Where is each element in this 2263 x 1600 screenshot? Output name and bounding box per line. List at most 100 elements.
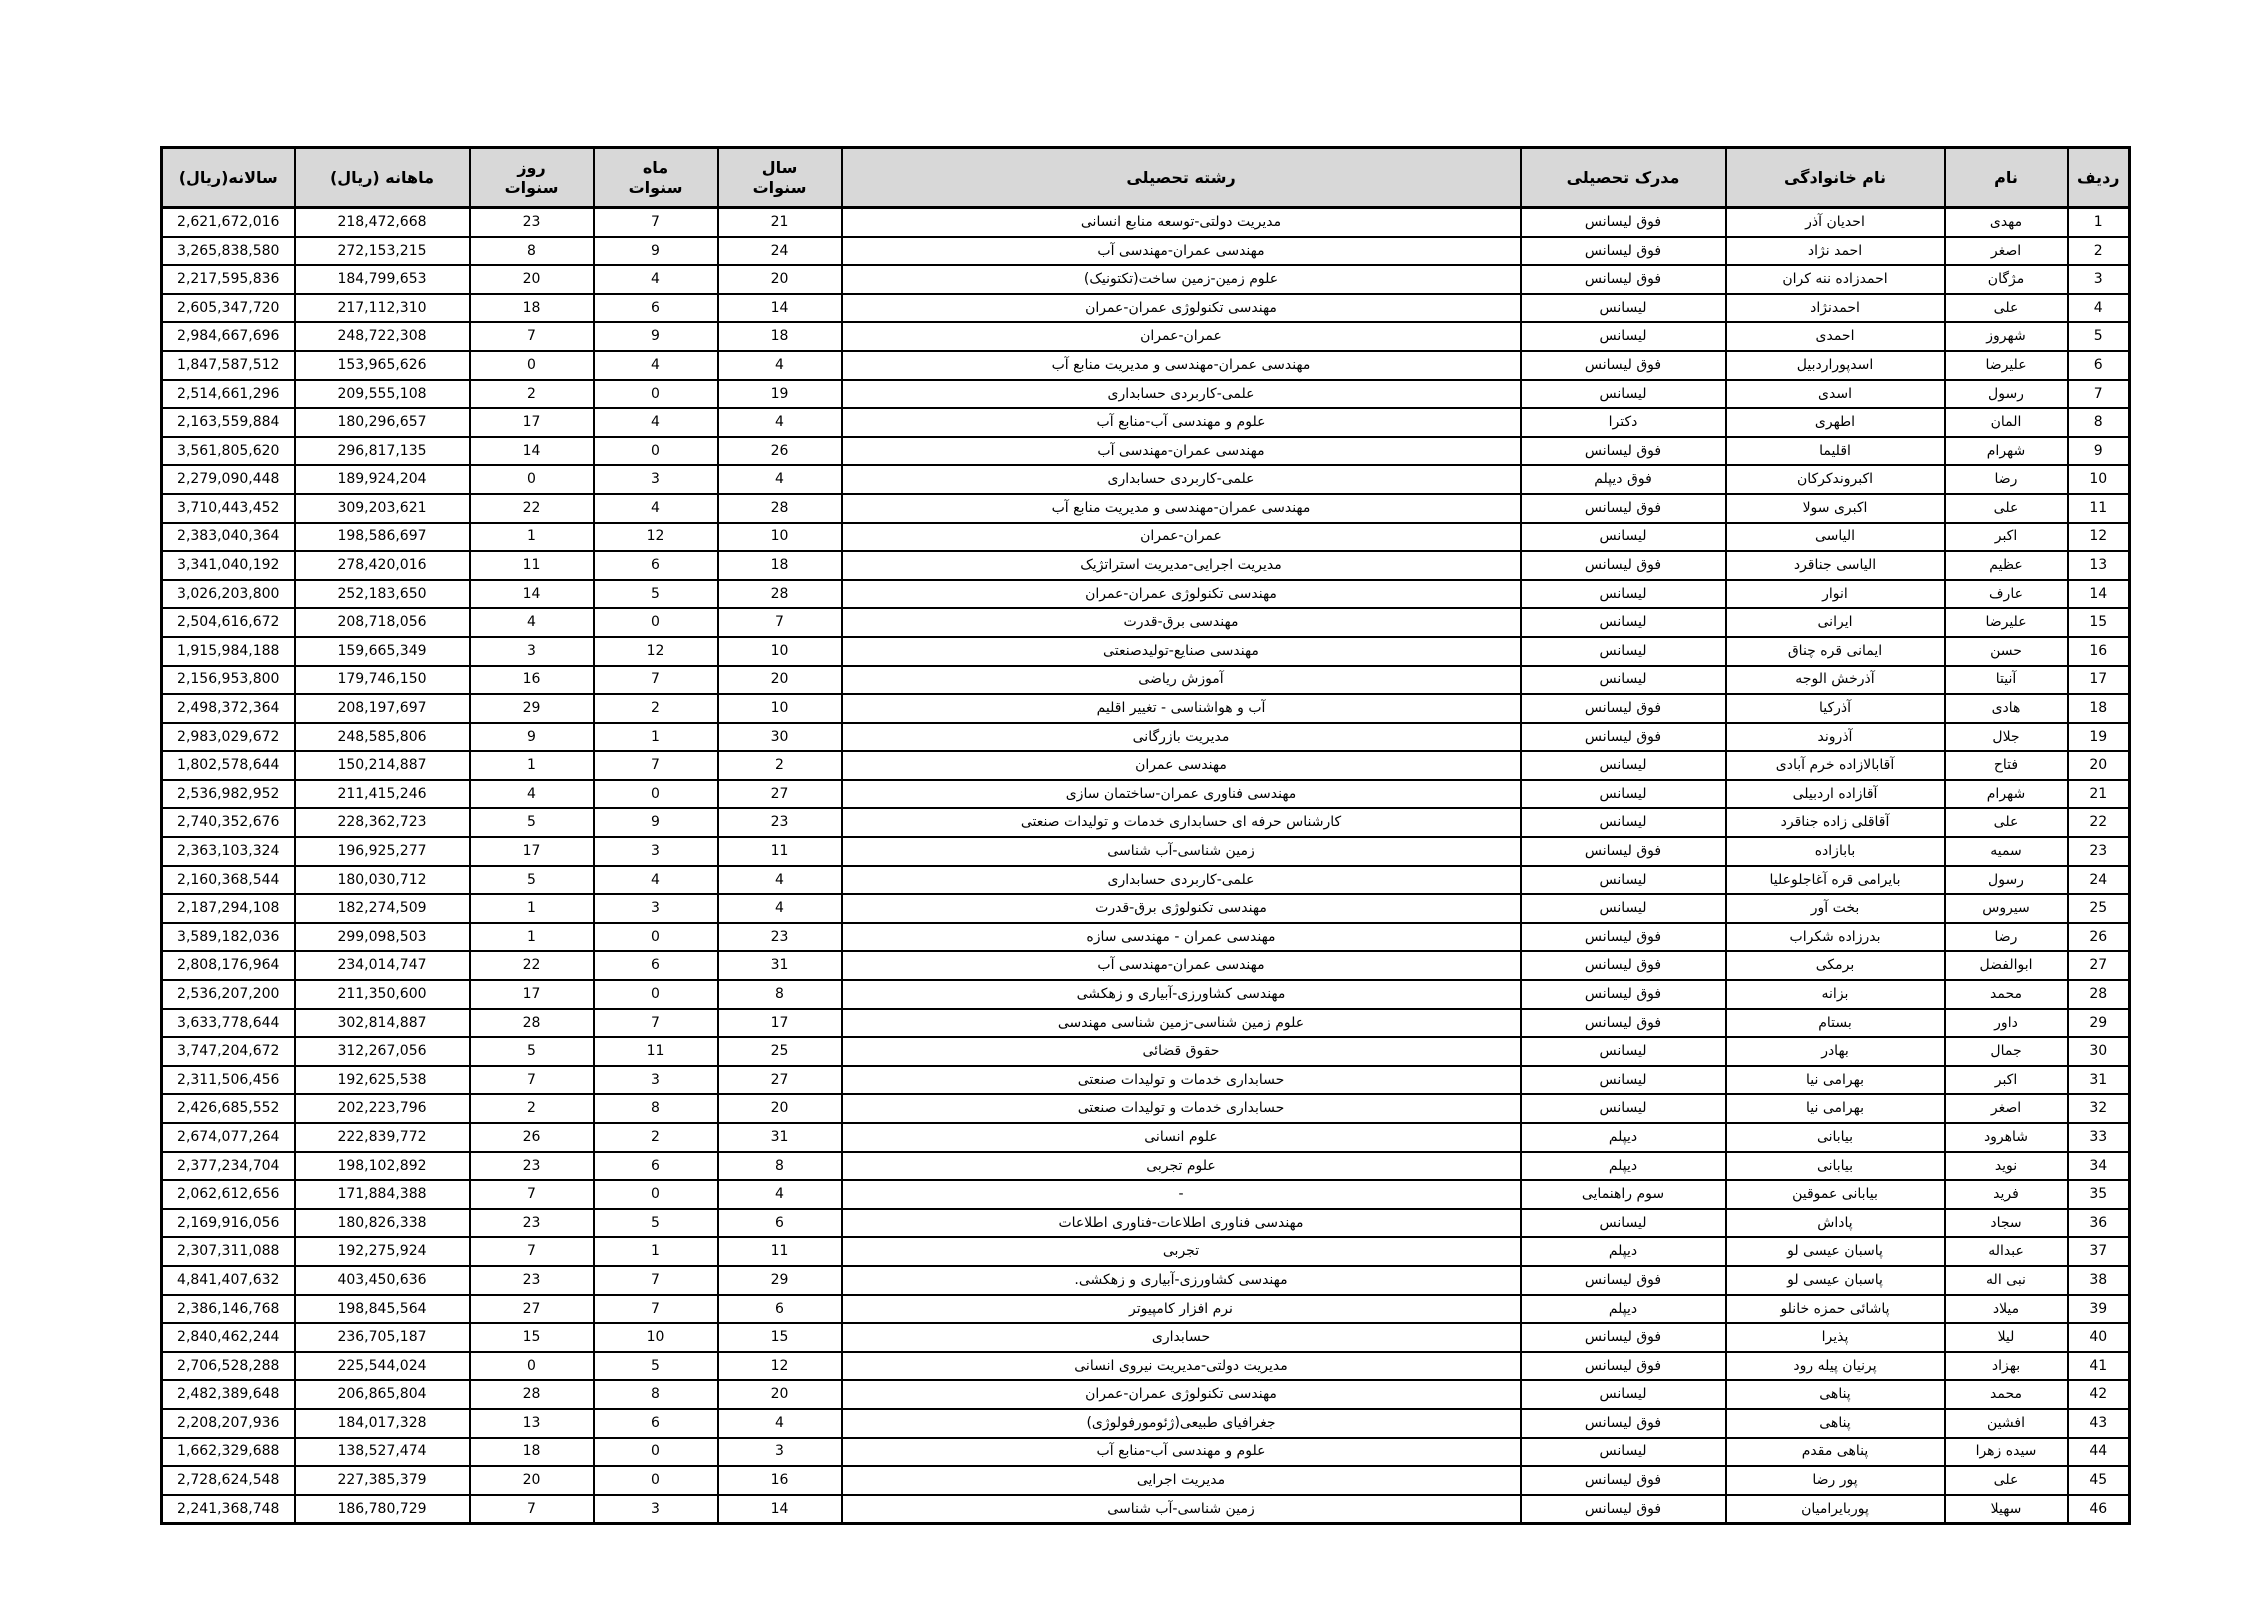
cell-monthly: 150,214,887 — [293, 750, 471, 781]
table-row: 1 مهدی احدیان آذر فوق لیسانس مدیریت دولتی-تو… — [160, 206, 2131, 238]
cell-first_name: سیروس — [1943, 893, 2069, 924]
cell-days: 23 — [468, 1207, 595, 1239]
cell-years: 17 — [716, 1007, 843, 1039]
cell-days: 0 — [468, 349, 595, 381]
cell-degree: فوق لیسانس — [1519, 693, 1727, 724]
cell-last_name: آذرخش الوجه — [1724, 664, 1946, 696]
cell-first_name: علیرضا — [1943, 349, 2069, 381]
cell-days: 18 — [468, 1436, 595, 1468]
cell-row_no: 3 — [2066, 264, 2131, 295]
cell-row_no: 20 — [2066, 750, 2131, 781]
table-row: 4 علی احمدنژاد لیسانس مهندسی تکنولوژی عمران-… — [160, 292, 2131, 324]
cell-row_no: 29 — [2066, 1007, 2131, 1039]
cell-last_name: بابازاده — [1724, 836, 1946, 867]
cell-first_name: المان — [1943, 407, 2069, 438]
cell-months: 1 — [592, 1236, 719, 1267]
table-row: 3 مژگان احمدزاده ننه کران فوق لیسانس علوم زم… — [160, 264, 2131, 295]
cell-row_no: 36 — [2066, 1207, 2131, 1239]
cell-annual: 2,156,953,800 — [160, 664, 296, 696]
cell-degree: سوم راهنمایی — [1519, 1179, 1727, 1210]
cell-degree: لیسانس — [1519, 1064, 1727, 1096]
cell-first_name: محمد — [1943, 979, 2069, 1010]
cell-row_no: 37 — [2066, 1236, 2131, 1267]
cell-degree: لیسانس — [1519, 607, 1727, 638]
table-row: 28 محمد بزانه فوق لیسانس مهندسی کشاورزی-آبیا… — [160, 979, 2131, 1010]
cell-annual: 1,662,329,688 — [160, 1436, 296, 1468]
cell-monthly: 196,925,277 — [293, 836, 471, 867]
cell-months: 5 — [592, 578, 719, 610]
cell-years: 3 — [716, 1436, 843, 1468]
cell-years: 29 — [716, 1264, 843, 1296]
cell-last_name: پرنیان پیله رود — [1724, 1350, 1946, 1382]
cell-row_no: 14 — [2066, 578, 2131, 610]
table-row: 16 حسن ایمانی قره چناق لیسانس مهندسی صنایع-ت… — [160, 635, 2131, 667]
cell-monthly: 211,350,600 — [293, 979, 471, 1010]
cell-months: 6 — [592, 292, 719, 324]
table-row: 41 بهزاد پرنیان پیله رود فوق لیسانس مدیریت د… — [160, 1350, 2131, 1382]
employee-salary-table: ردیف نام نام خانوادگی مدرک تحصیلی رشته تحصیل… — [160, 146, 2131, 1526]
cell-days: 4 — [468, 778, 595, 810]
cell-field: علوم و مهندسی آب-منابع آب — [840, 407, 1522, 438]
cell-field: علوم تجربی — [840, 1150, 1522, 1182]
cell-annual: 3,561,805,620 — [160, 435, 296, 467]
cell-years: 7 — [716, 607, 843, 638]
cell-field: حقوق قضائی — [840, 1036, 1522, 1067]
cell-first_name: رسول — [1943, 864, 2069, 896]
table-row: 36 سجاد پاداش لیسانس مهندسی فناوری اطلاعات-ف… — [160, 1207, 2131, 1239]
cell-last_name: پذیرا — [1724, 1322, 1946, 1353]
table-row: 12 اکبر الیاسی لیسانس عمران-عمران 10 12 1 198,58… — [160, 521, 2131, 553]
table-row: 37 عبداله پاسبان عیسی لو دیپلم تجربی 11 1 7 192,… — [160, 1236, 2131, 1267]
cell-field: - — [840, 1179, 1522, 1210]
cell-degree: فوق لیسانس — [1519, 1007, 1727, 1039]
cell-annual: 2,383,040,364 — [160, 521, 296, 553]
cell-monthly: 234,014,747 — [293, 950, 471, 982]
cell-days: 23 — [468, 1150, 595, 1182]
cell-degree: فوق لیسانس — [1519, 1407, 1727, 1439]
cell-years: 25 — [716, 1036, 843, 1067]
cell-years: 4 — [716, 893, 843, 924]
cell-monthly: 192,625,538 — [293, 1064, 471, 1096]
cell-first_name: بهزاد — [1943, 1350, 2069, 1382]
cell-row_no: 38 — [2066, 1264, 2131, 1296]
cell-first_name: شهرام — [1943, 435, 2069, 467]
cell-first_name: علی — [1943, 492, 2069, 524]
cell-monthly: 184,017,328 — [293, 1407, 471, 1439]
table-row: 11 علی اکبری سولا فوق لیسانس مهندسی عمران-مه… — [160, 492, 2131, 524]
cell-degree: دیپلم — [1519, 1150, 1727, 1182]
cell-last_name: آذرکیا — [1724, 693, 1946, 724]
cell-months: 9 — [592, 807, 719, 839]
cell-degree: لیسانس — [1519, 664, 1727, 696]
cell-field: مدیریت اجرایی-مدیریت استراتژیک — [840, 550, 1522, 581]
cell-monthly: 252,183,650 — [293, 578, 471, 610]
cell-days: 14 — [468, 435, 595, 467]
cell-field: مدیریت دولتی-مدیریت نیروی انسانی — [840, 1350, 1522, 1382]
cell-field: علوم زمین-زمین ساخت(تکتونیک) — [840, 264, 1522, 295]
cell-last_name: انوار — [1724, 578, 1946, 610]
cell-annual: 2,307,311,088 — [160, 1236, 296, 1267]
cell-annual: 2,728,624,548 — [160, 1465, 296, 1496]
cell-row_no: 19 — [2066, 721, 2131, 753]
cell-months: 6 — [592, 1150, 719, 1182]
cell-row_no: 6 — [2066, 349, 2131, 381]
cell-last_name: بهرامی نیا — [1724, 1093, 1946, 1124]
cell-last_name: احدیان آذر — [1724, 206, 1946, 238]
cell-days: 1 — [468, 521, 595, 553]
cell-first_name: مهدی — [1943, 206, 2069, 238]
cell-months: 12 — [592, 521, 719, 553]
cell-monthly: 180,826,338 — [293, 1207, 471, 1239]
table-row: 14 عارف انوار لیسانس مهندسی تکنولوژی عمران-ع… — [160, 578, 2131, 610]
cell-last_name: برمکی — [1724, 950, 1946, 982]
cell-row_no: 4 — [2066, 292, 2131, 324]
cell-last_name: بیابانی عموقین — [1724, 1179, 1946, 1210]
cell-degree: فوق لیسانس — [1519, 349, 1727, 381]
cell-degree: فوق لیسانس — [1519, 721, 1727, 753]
cell-field: زمین شناسی-آب شناسی — [840, 836, 1522, 867]
cell-years: 4 — [716, 1179, 843, 1210]
cell-degree: لیسانس — [1519, 578, 1727, 610]
cell-row_no: 1 — [2066, 206, 2131, 238]
cell-days: 1 — [468, 750, 595, 781]
cell-row_no: 40 — [2066, 1322, 2131, 1353]
table-row: 26 رضا بدرزاده شکراب فوق لیسانس مهندسی عمران… — [160, 921, 2131, 953]
cell-first_name: اصغر — [1943, 1093, 2069, 1124]
cell-annual: 2,621,672,016 — [160, 206, 296, 238]
